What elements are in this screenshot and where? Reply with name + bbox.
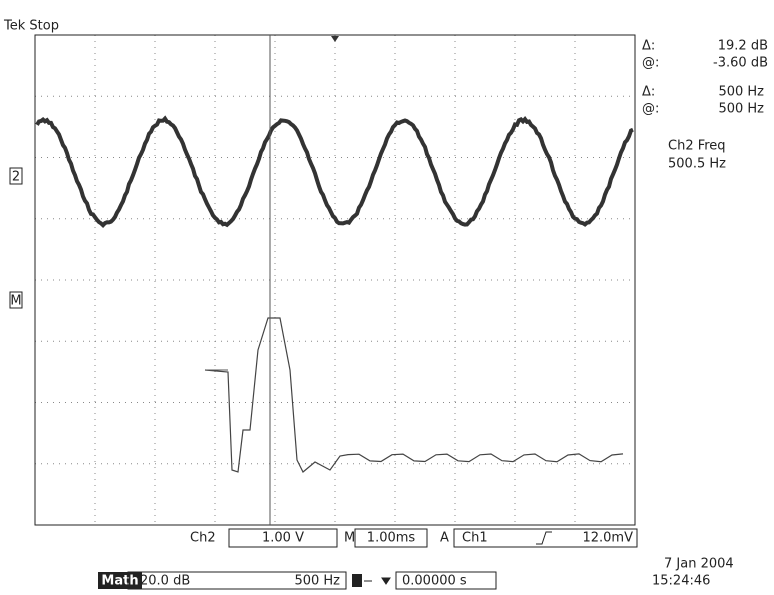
position-arrow	[364, 578, 390, 584]
channel-marker: 2	[12, 170, 20, 185]
trigger-level: 12.0mV	[582, 531, 633, 546]
math-label: Math	[101, 574, 138, 589]
trigger-marker	[331, 36, 339, 42]
readout-label: @:	[642, 102, 659, 117]
math-center: 500 Hz	[294, 574, 340, 589]
math-position: 0.00000 s	[402, 574, 467, 589]
position-icon	[352, 574, 362, 587]
readout-value: -3.60 dB	[713, 56, 768, 71]
measurement-value: 500.5 Hz	[668, 157, 726, 172]
time: 1.00ms	[367, 531, 416, 546]
trigger-prefix: A	[440, 531, 449, 546]
channel: Ch2	[190, 531, 216, 546]
status: Tek Stop	[3, 19, 59, 34]
measurement-label: Ch2 Freq	[668, 139, 726, 154]
time-prefix: M	[344, 531, 355, 546]
trigger-channel: Ch1	[462, 531, 488, 546]
time-of-day: 15:24:46	[652, 574, 710, 589]
trigger-slope	[536, 532, 552, 544]
graticule	[35, 35, 635, 525]
readout-label: Δ:	[642, 39, 655, 54]
readout-value: 19.2 dB	[718, 39, 768, 54]
volts: 1.00 V	[262, 531, 304, 546]
readout-label: @:	[642, 56, 659, 71]
scope-screen: Tek Stop Δ: 19.2 dB @: -3.60 dB Δ: 500 H…	[0, 0, 774, 595]
readout-value: 500 Hz	[718, 85, 764, 100]
math-marker: M	[10, 294, 21, 309]
readout-label: Δ:	[642, 85, 655, 100]
readout-value: 500 Hz	[718, 102, 764, 117]
date: 7 Jan 2004	[664, 557, 734, 572]
math-scale: 20.0 dB	[140, 574, 190, 589]
